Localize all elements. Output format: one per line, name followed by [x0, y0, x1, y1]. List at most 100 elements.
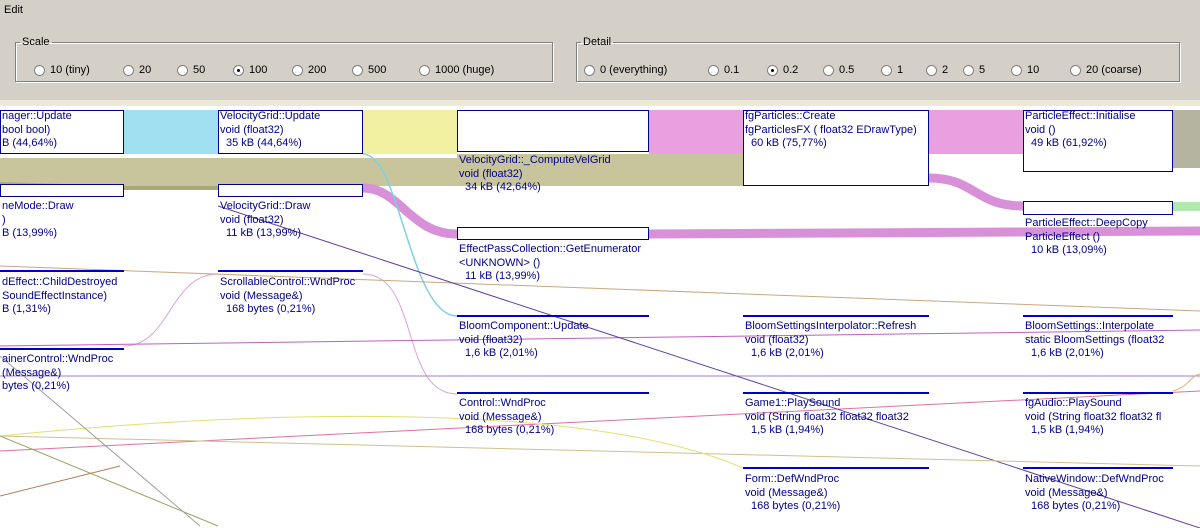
node-label[interactable]: BloomSettingsInterpolator::Refresh void (…: [745, 320, 929, 361]
node-box-update-1[interactable]: [0, 110, 124, 154]
node-label[interactable]: VelocityGrid::Draw void (float32) 11 kB (1…: [220, 200, 363, 241]
flow-band-yellow: [363, 110, 457, 154]
node-label[interactable]: fgParticles::Create fgParticlesFX ( float…: [745, 110, 929, 151]
scale-option-4[interactable]: 200: [292, 64, 326, 76]
node-label[interactable]: ScrollableControl::WndProc void (Message&…: [220, 276, 363, 317]
node-function-name: fgAudio::PlaySound: [1025, 397, 1122, 409]
detail-legend: Detail: [583, 36, 612, 48]
detail-group: Detail 0 (everything) 0.1 0.2 0.5 1 2 5 10 20 (c…: [576, 36, 1180, 82]
call-graph-canvas[interactable]: nager::Update bool bool) B (44,64%)Veloci…: [0, 106, 1200, 528]
node-function-name: ParticleEffect::DeepCopy: [1025, 217, 1148, 229]
radio-button-icon[interactable]: [823, 64, 834, 76]
node-box-velocitygrid-draw[interactable]: [218, 184, 363, 197]
radio-button-icon[interactable]: [352, 64, 363, 76]
flow-band-pink-1: [649, 110, 743, 154]
node-box-deepcopy[interactable]: [1023, 201, 1173, 215]
node-bar-childdestroyed[interactable]: [0, 270, 124, 272]
radio-button-icon[interactable]: [233, 64, 244, 76]
radio-button-icon[interactable]: [177, 64, 188, 76]
node-size: bytes (0,21%): [2, 380, 70, 392]
radio-button-icon[interactable]: [419, 64, 430, 76]
scale-option-2[interactable]: 50: [177, 64, 205, 76]
node-bar-form-defwndproc[interactable]: [743, 467, 929, 469]
detail-option-8[interactable]: 20 (coarse): [1070, 64, 1142, 76]
node-label[interactable]: nager::Update bool bool) B (44,64%): [2, 110, 122, 151]
node-signature: void (float32): [459, 333, 523, 346]
node-bar-fgaudio-playsound[interactable]: [1023, 392, 1173, 394]
node-bar-scrollable-wndproc[interactable]: [218, 270, 363, 272]
radio-button-icon[interactable]: [963, 64, 974, 76]
node-label[interactable]: ParticleEffect::Initialise void () 49 kB (…: [1025, 110, 1173, 151]
scale-option-0[interactable]: 10 (tiny): [34, 64, 90, 76]
node-label[interactable]: ParticleEffect::DeepCopy ParticleEffect (…: [1025, 217, 1200, 258]
node-box-velocitygrid-update[interactable]: [218, 110, 363, 154]
detail-option-4[interactable]: 1: [881, 64, 903, 76]
node-function-name: NativeWindow::DefWndProc: [1025, 473, 1164, 485]
radio-button-icon[interactable]: [34, 64, 45, 76]
node-function-name: BloomSettingsInterpolator::Refresh: [745, 320, 917, 332]
detail-option-1[interactable]: 0.1: [708, 64, 739, 76]
node-bar-bloomsettings[interactable]: [1023, 315, 1173, 317]
node-function-name: EffectPassCollection::GetEnumerator: [459, 243, 641, 255]
node-label[interactable]: BloomSettings::Interpolate static BloomSe…: [1025, 320, 1200, 361]
node-bar-container-wndproc[interactable]: [0, 348, 124, 350]
node-box-fgparticles-create[interactable]: [743, 110, 929, 186]
detail-option-3[interactable]: 0.5: [823, 64, 854, 76]
node-label[interactable]: Control::WndProc void (Message&) 168 bytes…: [459, 397, 649, 438]
radio-button-icon[interactable]: [767, 64, 778, 76]
radio-button-icon[interactable]: [1070, 64, 1081, 76]
scale-option-3[interactable]: 100: [233, 64, 267, 76]
node-bar-bloominterpolator[interactable]: [743, 315, 929, 317]
node-label[interactable]: dEffect::ChildDestroyed SoundEffectInstan…: [2, 276, 122, 317]
node-function-name: Game1::PlaySound: [745, 397, 841, 409]
node-label[interactable]: EffectPassCollection::GetEnumerator <UNKN…: [459, 243, 649, 284]
node-label[interactable]: Form::DefWndProc void (Message&) 168 bytes…: [745, 473, 929, 514]
node-function-name: VelocityGrid::Draw: [220, 200, 311, 212]
radio-button-icon[interactable]: [708, 64, 719, 76]
radio-button-icon[interactable]: [1011, 64, 1022, 76]
node-bar-control-wndproc[interactable]: [457, 392, 649, 394]
node-signature: static BloomSettings (float32: [1025, 333, 1165, 346]
detail-option-6[interactable]: 5: [963, 64, 985, 76]
scale-option-6[interactable]: 1000 (huge): [419, 64, 494, 76]
radio-button-icon[interactable]: [584, 64, 595, 76]
node-label[interactable]: neMode::Draw) B (13,99%): [2, 200, 122, 241]
node-bar-nativewindow-defwndproc[interactable]: [1023, 467, 1173, 469]
node-size: 1,5 kB (1,94%): [1031, 424, 1104, 436]
scale-option-5[interactable]: 500: [352, 64, 386, 76]
node-label[interactable]: VelocityGrid::_ComputeVelGrid void (float…: [459, 154, 649, 195]
node-size: 168 bytes (0,21%): [751, 500, 841, 512]
node-label[interactable]: Game1::PlaySound void (String float32 flo…: [745, 397, 929, 438]
node-box-getenumerator[interactable]: [457, 227, 649, 240]
detail-option-label: 0 (everything): [600, 64, 668, 76]
node-bar-game1-playsound[interactable]: [743, 392, 929, 394]
node-box-computevelgrid[interactable]: [457, 110, 649, 152]
node-box-particleeffect-initialise[interactable]: [1023, 110, 1173, 172]
detail-option-0[interactable]: 0 (everything): [584, 64, 667, 76]
node-signature: SoundEffectInstance): [2, 289, 107, 302]
flow-band-olive: [0, 158, 457, 186]
node-label[interactable]: VelocityGrid::Update void (float32) 35 kB …: [220, 110, 363, 151]
flow-bands: [0, 110, 1200, 528]
radio-button-icon[interactable]: [292, 64, 303, 76]
node-label[interactable]: NativeWindow::DefWndProc void (Message&) 1…: [1025, 473, 1200, 514]
node-label[interactable]: fgAudio::PlaySound void (String float32 f…: [1025, 397, 1200, 438]
flow-curve-pink-2: [928, 173, 1024, 211]
node-bar-bloomcomponent[interactable]: [457, 315, 649, 317]
scale-option-label: 200: [308, 64, 327, 76]
node-box-draw-1[interactable]: [0, 184, 124, 197]
node-label[interactable]: ainerControl::WndProc (Message&) bytes (0,…: [2, 353, 122, 394]
radio-button-icon[interactable]: [926, 64, 937, 76]
node-label[interactable]: BloomComponent::Update void (float32) 1,6 …: [459, 320, 649, 361]
node-signature: fgParticlesFX ( float32 EDrawType): [745, 123, 917, 136]
flow-line-tan: [0, 435, 1200, 467]
radio-button-icon[interactable]: [881, 64, 892, 76]
node-size: 1,6 kB (2,01%): [1031, 347, 1104, 359]
detail-option-label: 20 (coarse): [1086, 64, 1142, 76]
menu-edit[interactable]: Edit: [4, 4, 23, 16]
detail-option-2[interactable]: 0.2: [767, 64, 798, 76]
radio-button-icon[interactable]: [123, 64, 134, 76]
detail-option-7[interactable]: 10: [1011, 64, 1039, 76]
detail-option-5[interactable]: 2: [926, 64, 948, 76]
scale-option-1[interactable]: 20: [123, 64, 151, 76]
